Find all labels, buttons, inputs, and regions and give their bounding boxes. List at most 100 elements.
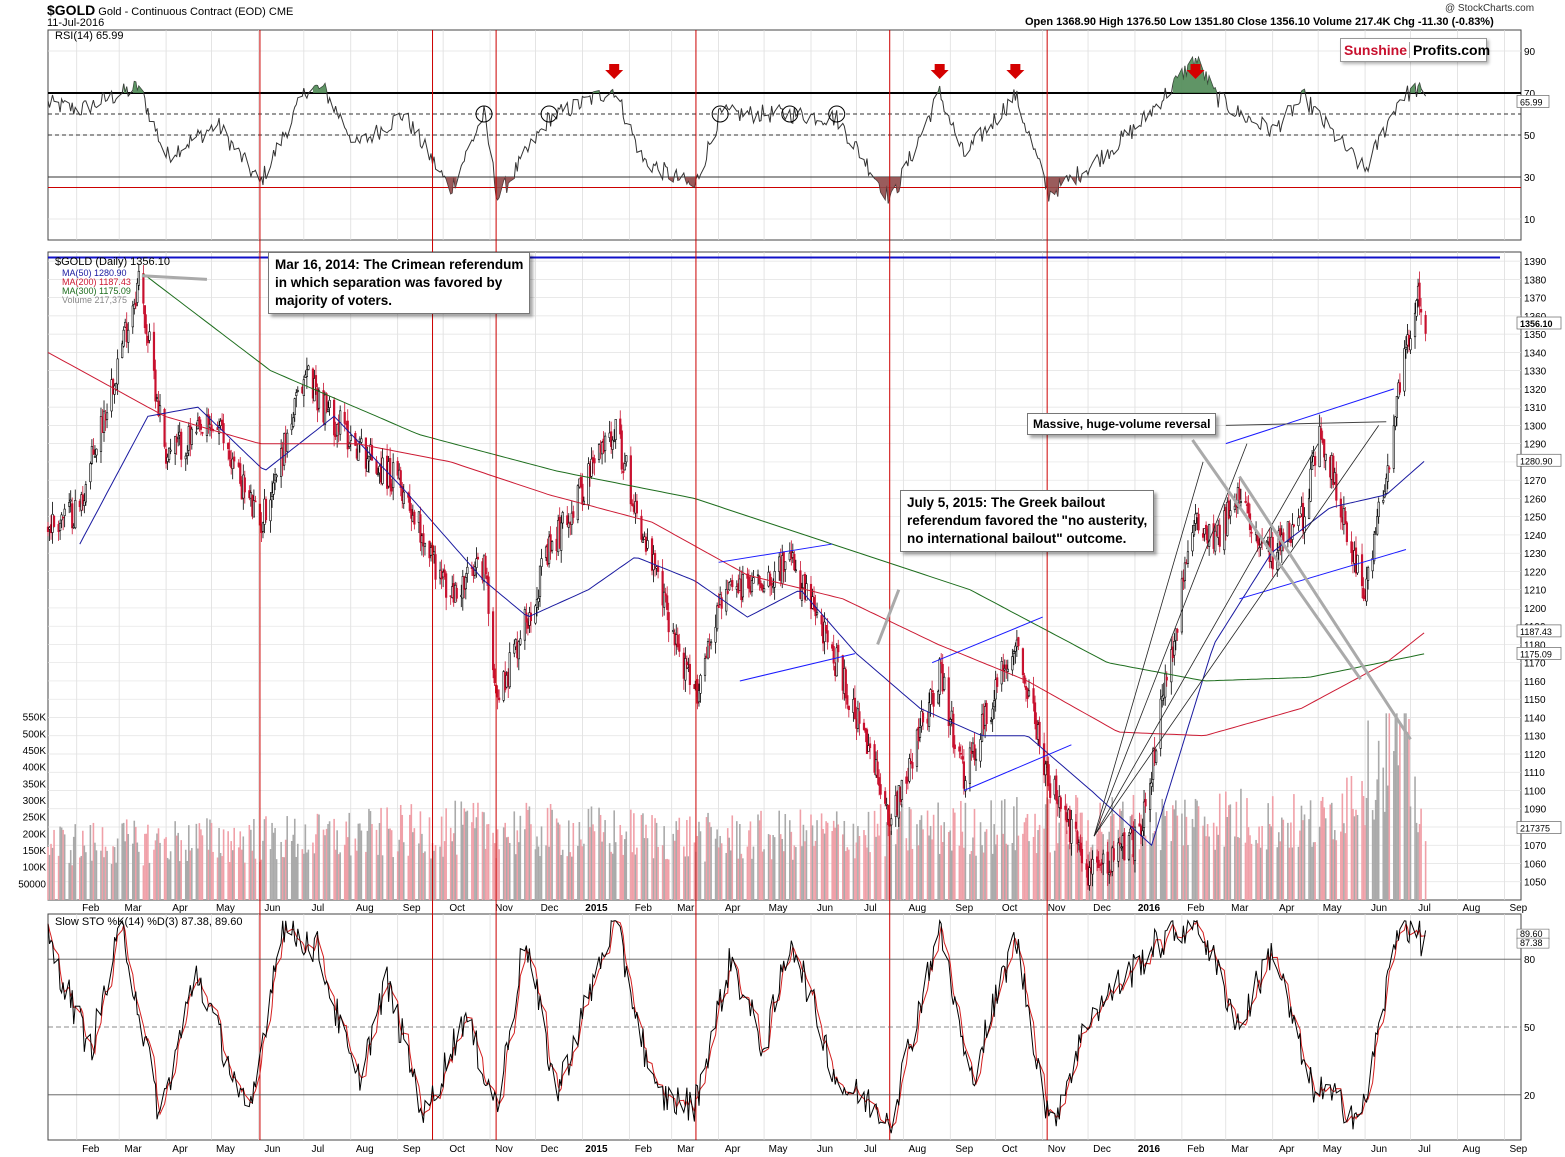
- rsi-overbought-fill: [1418, 83, 1422, 93]
- price-candle: [63, 508, 66, 516]
- price-candle: [726, 591, 729, 594]
- volume-bar: [636, 847, 638, 900]
- price-tick-label: 1310: [1524, 403, 1547, 414]
- price-candle: [1382, 500, 1385, 503]
- price-candle: [1385, 477, 1388, 494]
- volume-bar: [960, 800, 962, 900]
- price-candle: [746, 573, 749, 579]
- volume-bar: [315, 834, 317, 900]
- volume-bar: [855, 842, 858, 900]
- price-candle: [102, 410, 106, 433]
- price-candle: [177, 436, 180, 440]
- volume-bar: [210, 822, 213, 900]
- price-candle: [1024, 686, 1028, 690]
- volume-bar: [699, 831, 702, 900]
- volume-bar: [251, 850, 254, 900]
- price-candle: [261, 522, 265, 532]
- volume-bar: [672, 833, 675, 900]
- volume-bar: [439, 846, 441, 900]
- volume-bar: [449, 827, 452, 900]
- volume-bar: [156, 833, 158, 900]
- price-candle: [155, 397, 159, 399]
- volume-bar: [683, 846, 685, 900]
- price-tick-label: 1210: [1524, 586, 1547, 597]
- price-candle: [326, 409, 330, 412]
- volume-bar: [811, 825, 814, 900]
- volume-bar: [125, 819, 128, 900]
- price-candle: [846, 695, 849, 705]
- price-tick-label: 1330: [1524, 367, 1547, 378]
- volume-bar: [1324, 818, 1327, 900]
- volume-bar: [1414, 776, 1416, 900]
- price-candle: [1164, 673, 1167, 698]
- volume-last-value-box: [1516, 821, 1562, 834]
- volume-bar: [94, 842, 96, 900]
- volume-bar: [686, 820, 688, 900]
- volume-bar: [846, 847, 849, 900]
- price-candle: [1298, 516, 1302, 518]
- volume-bar: [1099, 802, 1101, 900]
- volume-bar: [598, 807, 600, 900]
- price-candle: [706, 641, 710, 659]
- volume-bar: [545, 845, 547, 900]
- volume-bar: [201, 835, 204, 900]
- price-candle: [498, 697, 501, 701]
- volume-bar: [843, 820, 846, 900]
- volume-bar: [398, 839, 401, 900]
- price-last-value-box: [1516, 624, 1562, 638]
- volume-bar: [602, 832, 605, 900]
- rsi-circle-marker: [781, 105, 799, 123]
- volume-bar: [910, 809, 912, 900]
- crimea-pointer: [141, 274, 208, 281]
- volume-bar: [940, 825, 942, 900]
- price-candle: [826, 630, 829, 643]
- volume-bar: [937, 802, 939, 900]
- volume-bar: [368, 808, 370, 900]
- volume-bar: [560, 854, 562, 900]
- price-candle: [484, 555, 487, 575]
- price-candle: [508, 652, 511, 688]
- volume-bar: [611, 853, 614, 900]
- x-tick-label: Nov: [495, 903, 513, 914]
- price-candle: [367, 455, 371, 462]
- volume-bar: [301, 849, 304, 900]
- price-candle: [1244, 501, 1247, 503]
- x-tick-label: Nov: [1048, 1144, 1066, 1155]
- volume-bar: [979, 822, 982, 900]
- volume-bar: [1059, 799, 1062, 900]
- volume-bar: [304, 824, 307, 900]
- volume-bar: [221, 856, 223, 900]
- price-candle: [137, 270, 140, 286]
- volume-bar: [292, 834, 295, 900]
- x-tick-label: May: [769, 903, 788, 914]
- x-tick-label: Apr: [725, 1144, 741, 1155]
- x-tick-label: Jul: [864, 903, 877, 914]
- volume-bar: [651, 815, 653, 900]
- price-candle: [389, 458, 392, 488]
- volume-bar: [1403, 713, 1406, 900]
- x-tick-label: Oct: [449, 1144, 465, 1155]
- price-candle: [1183, 562, 1187, 581]
- volume-bar: [931, 839, 933, 900]
- volume-bar: [516, 830, 519, 900]
- price-candle: [273, 474, 277, 481]
- volume-bar: [1409, 806, 1412, 900]
- trend-channel: [963, 744, 1072, 791]
- rsi-tick-label: 70: [1524, 89, 1536, 100]
- price-candle: [529, 612, 533, 622]
- rsi-circle-marker: [540, 105, 558, 123]
- volume-bar: [875, 836, 877, 900]
- price-candle: [1324, 453, 1327, 461]
- price-candle: [794, 569, 797, 572]
- crimea-line-2: in which separation was favored by: [275, 275, 503, 290]
- volume-bar: [1240, 788, 1242, 900]
- volume-bar: [970, 850, 973, 900]
- volume-bar: [47, 846, 49, 900]
- price-candle: [466, 566, 469, 575]
- volume-bar: [421, 833, 423, 900]
- price-candle: [1014, 645, 1017, 652]
- sell-arrow-icon: [1006, 64, 1025, 79]
- volume-bar: [197, 848, 199, 900]
- volume-bar: [1386, 785, 1389, 900]
- x-tick-label: Nov: [495, 1144, 513, 1155]
